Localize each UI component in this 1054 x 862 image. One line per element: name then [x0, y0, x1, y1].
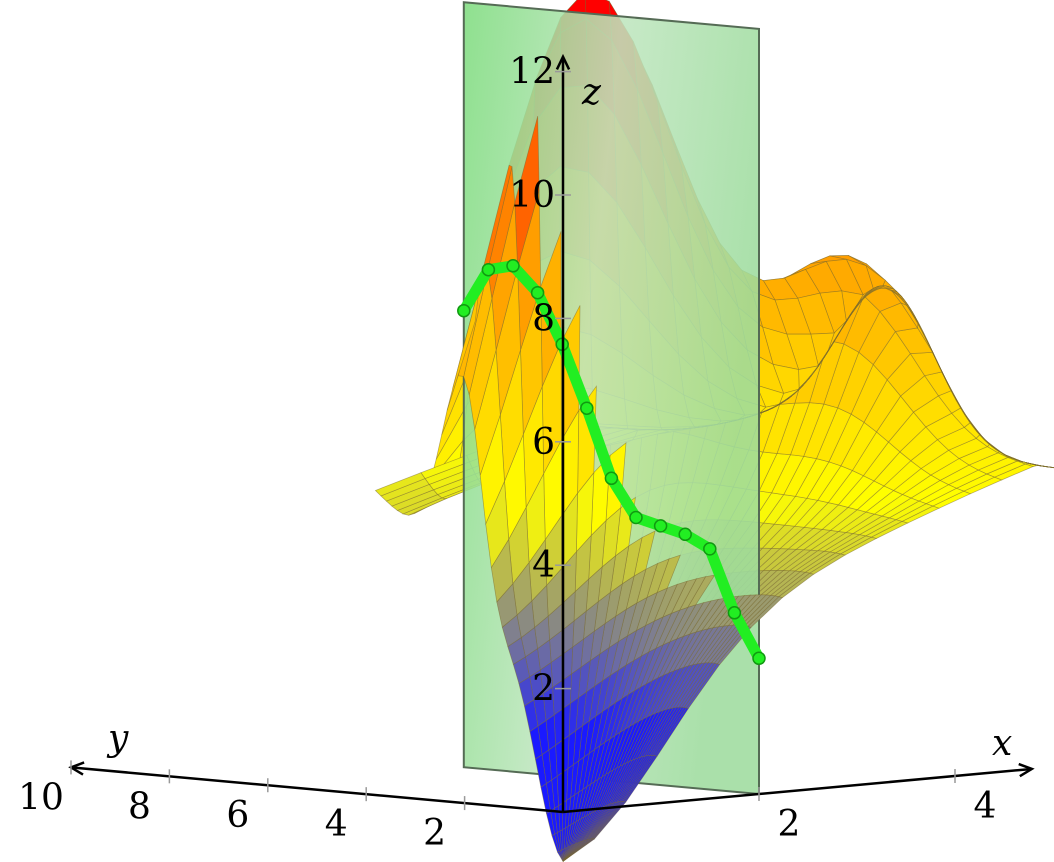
surface-patch [446, 286, 480, 411]
tick-label: 8 [128, 786, 151, 827]
z-axis-label: z [581, 72, 602, 113]
x-axis-line [562, 767, 1032, 814]
tick-label: 4 [325, 804, 348, 845]
slice-point [530, 285, 545, 300]
y-axis-label: y [106, 718, 129, 759]
slice-point [457, 303, 471, 318]
tick-label: 4 [974, 786, 997, 827]
tick-label: 10 [509, 175, 555, 216]
tick-label: 2 [778, 804, 801, 845]
slice-point [678, 527, 692, 542]
slice-point [752, 651, 766, 666]
tick-label: 4 [532, 545, 555, 586]
tick-label: 8 [532, 298, 555, 339]
slice-point [629, 510, 643, 525]
axes-layer: x y z 2 4 2 4 6 8 10 2 4 6 8 10 12 [18, 52, 1035, 854]
tick-label: 12 [509, 52, 555, 93]
slice-point [703, 542, 717, 556]
x-axis-label: x [992, 723, 1012, 764]
tick-label: 6 [532, 422, 555, 463]
slice-point [653, 519, 668, 533]
tick-label: 10 [18, 777, 64, 818]
y-axis-line [70, 766, 564, 814]
tick-label: 6 [226, 795, 249, 836]
x-axis-line-arrow [1018, 762, 1035, 778]
slice-curve-layer [457, 259, 766, 666]
slice-point [580, 401, 594, 415]
tick-label: 2 [423, 813, 446, 854]
tick-label: 2 [532, 669, 555, 710]
slice-point [506, 259, 520, 273]
slice-point [481, 262, 496, 277]
slice-point [727, 606, 742, 620]
z-axis-line-arrow [555, 53, 571, 70]
surface-patch [374, 472, 426, 497]
slice-point [604, 471, 619, 486]
